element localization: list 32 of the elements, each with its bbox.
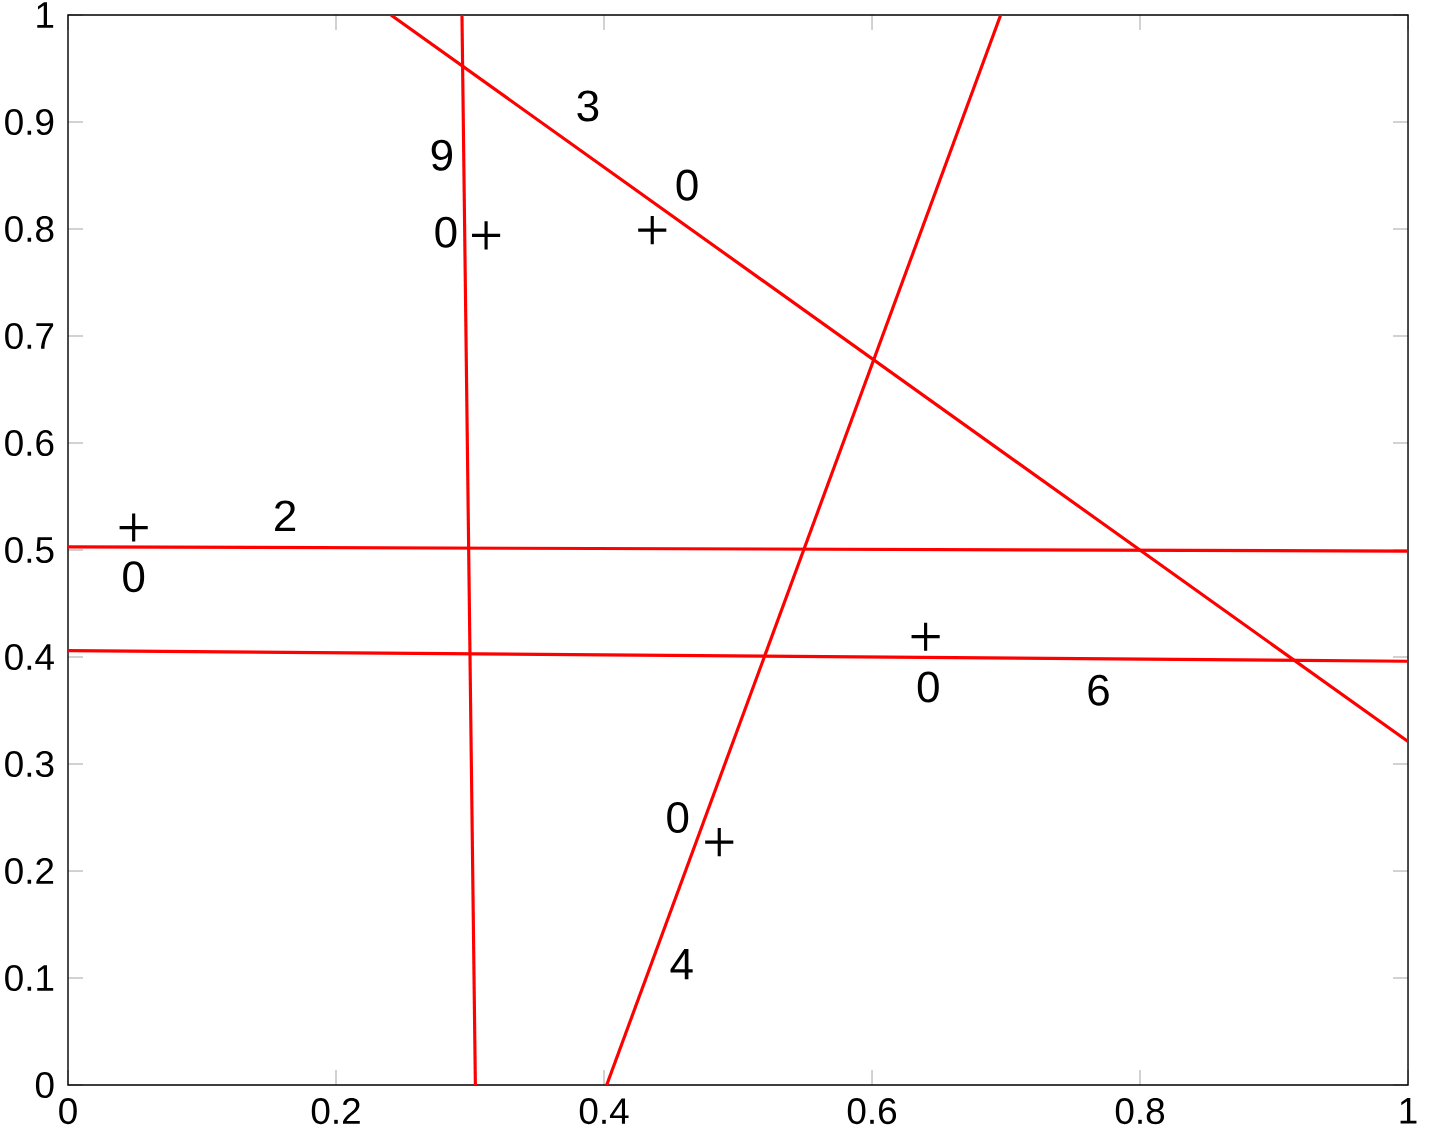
annotation: 3: [577, 90, 599, 122]
y-tick-label: 0.7: [5, 322, 54, 350]
annotation: 4: [670, 949, 693, 980]
annotation: 2: [275, 500, 296, 532]
annotation: 0: [123, 561, 145, 593]
x-tick-label: 0.8: [1115, 1098, 1165, 1125]
y-tick-label: 0.5: [5, 536, 54, 564]
y-tick-label: 0.2: [5, 857, 54, 885]
annotation: 0: [917, 671, 939, 703]
y-tick-label: 0.6: [5, 429, 54, 457]
x-tick-label: 0.6: [847, 1098, 897, 1125]
y-tick-label: 0.3: [5, 750, 54, 778]
x-tick-label: 0.4: [579, 1098, 629, 1125]
y-tick-label: 0.8: [5, 215, 54, 243]
annotation: 0: [435, 216, 457, 248]
point: [119, 513, 148, 542]
point: [638, 216, 667, 245]
x-tick-label: 1: [1400, 1098, 1417, 1124]
annotation: 0: [676, 169, 698, 201]
annotation: 6: [1088, 674, 1109, 706]
x-tick-label: 0: [59, 1098, 77, 1125]
annotation: 9: [431, 139, 453, 171]
y-tick-label: 0: [35, 1071, 54, 1099]
y-tick-label: 0.4: [5, 643, 54, 671]
y-tick-label: 0.9: [5, 108, 54, 136]
point: [472, 221, 501, 250]
y-tick-label: 0.1: [5, 964, 54, 992]
point: [911, 622, 940, 651]
point: [705, 828, 734, 857]
x-tick-label: 0.2: [311, 1098, 360, 1125]
annotation: 0: [667, 801, 689, 834]
y-tick-label: 1: [37, 2, 54, 28]
